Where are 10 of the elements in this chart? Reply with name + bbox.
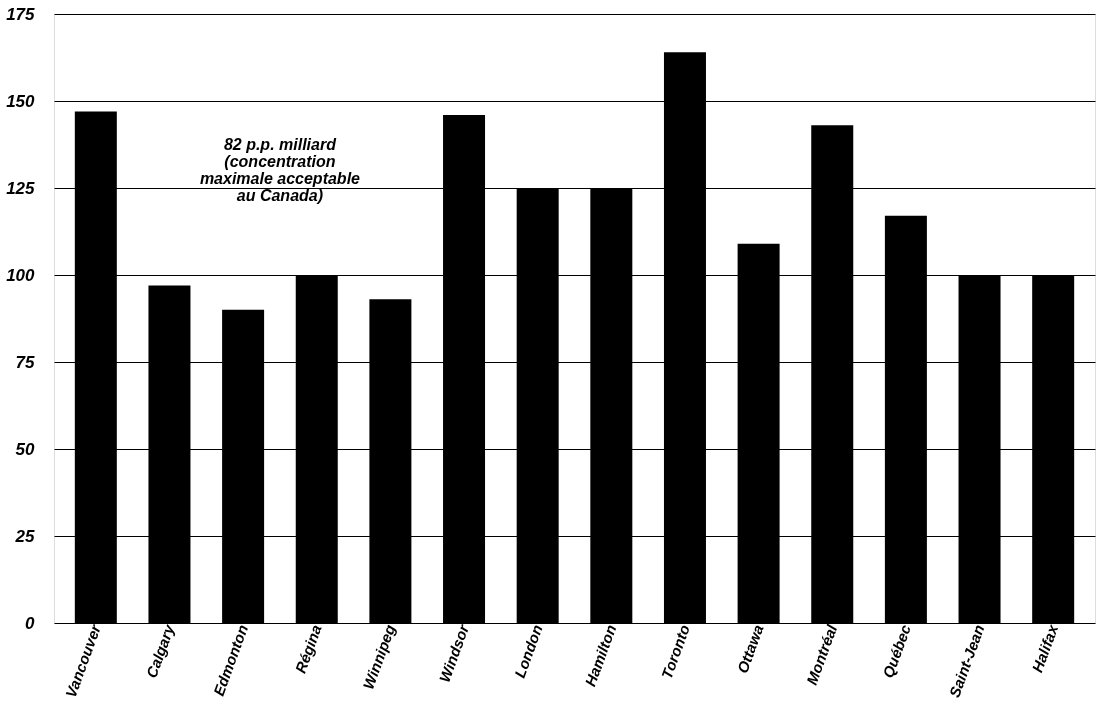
y-tick-label: 175 [6, 4, 36, 24]
y-tick-label: 50 [15, 439, 36, 459]
y-tick-label: 125 [6, 178, 36, 198]
y-tick-label: 100 [6, 265, 36, 285]
x-tick-label: Ottawa [733, 622, 767, 676]
y-tick-label: 150 [6, 91, 36, 111]
y-tick-label: 75 [15, 352, 36, 372]
y-tick-label: 0 [25, 613, 36, 633]
annotation: 82 p.p. milliard (concentration maximale acceptable au Canada) [199, 135, 361, 204]
y-tick-label: 25 [14, 526, 36, 546]
